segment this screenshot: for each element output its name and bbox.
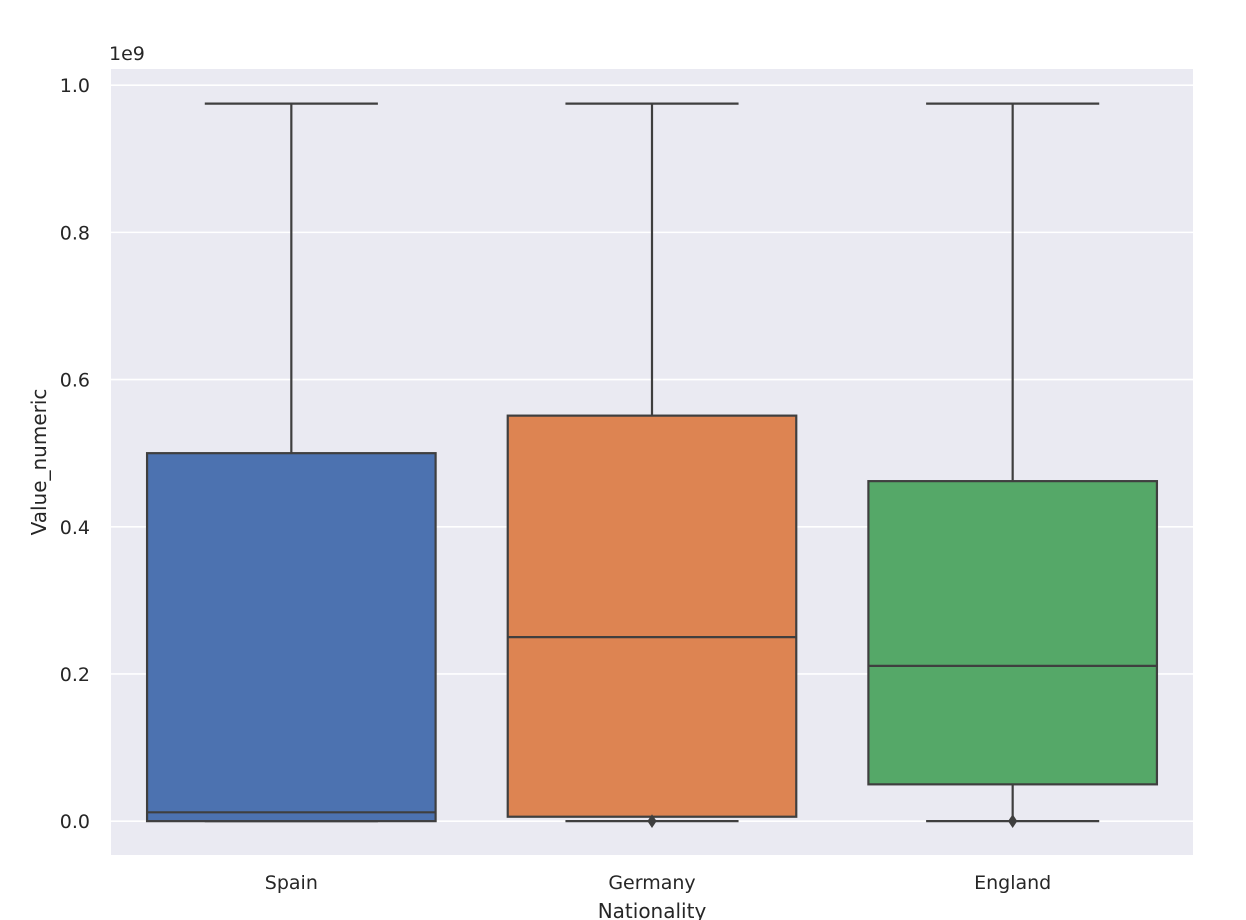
y-tick-labels: 0.0 0.2 0.4 0.6 0.8 1.0 xyxy=(60,75,90,833)
y-tick-label: 0.6 xyxy=(60,370,90,392)
y-tick-label: 1.0 xyxy=(60,75,90,97)
y-tick-label: 0.0 xyxy=(60,811,90,833)
box-iqr xyxy=(867,480,1159,786)
boxes xyxy=(145,102,1159,829)
box-iqr xyxy=(506,414,798,818)
y-axis-label: Value_numeric xyxy=(27,389,51,536)
x-tick-label: Spain xyxy=(265,872,318,894)
x-tick-label: England xyxy=(974,872,1051,894)
y-tick-label: 0.8 xyxy=(60,222,90,244)
outlier-point xyxy=(647,814,657,829)
x-tick-labels: Spain Germany England xyxy=(265,872,1051,894)
box-germany xyxy=(506,102,798,829)
box-spain xyxy=(145,102,437,823)
box-england xyxy=(867,102,1159,829)
y-tick-label: 0.4 xyxy=(60,517,90,539)
x-tick-label: Germany xyxy=(608,872,695,894)
outlier-point xyxy=(1008,814,1018,829)
y-offset-label: 1e9 xyxy=(109,43,145,65)
x-axis-label: Nationality xyxy=(598,899,707,920)
box-iqr xyxy=(145,452,437,823)
y-tick-label: 0.2 xyxy=(60,664,90,686)
